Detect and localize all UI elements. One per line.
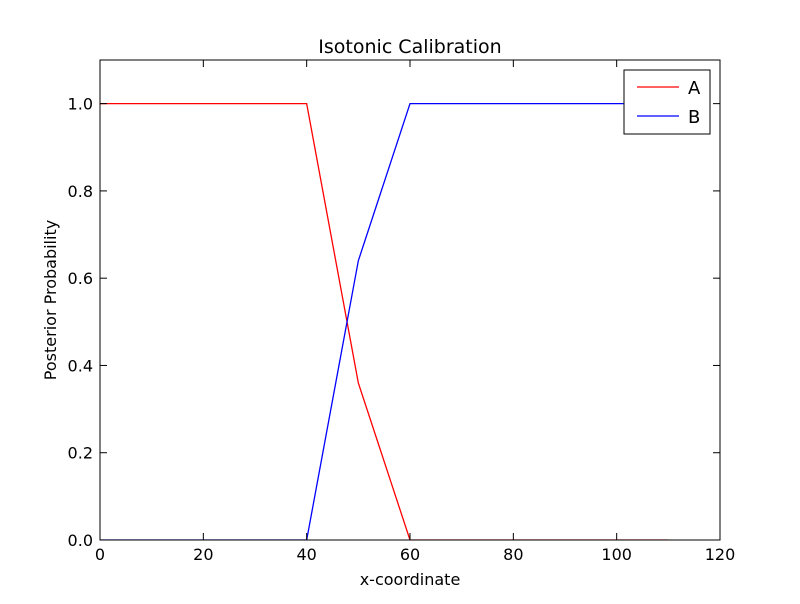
y-tick-label: 0.2	[68, 444, 93, 463]
x-tick-label: 60	[400, 545, 420, 564]
x-tick-label: 80	[503, 545, 523, 564]
y-tick-label: 0.6	[68, 269, 93, 288]
legend-label-a: A	[688, 78, 701, 99]
x-tick-label: 120	[705, 545, 736, 564]
series-line-b	[100, 102, 669, 540]
series-line-a	[100, 102, 669, 540]
x-tick-label: 0	[95, 545, 105, 564]
x-tick-label: 40	[296, 545, 316, 564]
y-axis-label: Posterior Probability	[41, 220, 60, 380]
legend: AB	[623, 69, 711, 135]
x-tick-label: 20	[193, 545, 213, 564]
y-tick-label: 0.0	[68, 531, 93, 550]
x-axis-label: x-coordinate	[360, 570, 461, 589]
legend-label-b: B	[688, 107, 700, 128]
y-tick-label: 0.8	[68, 182, 93, 201]
y-tick-label: 1.0	[68, 95, 93, 114]
x-tick-label: 100	[601, 545, 632, 564]
chart-title: Isotonic Calibration	[318, 36, 501, 58]
legend-box	[623, 69, 711, 135]
y-tick-label: 0.4	[68, 356, 93, 375]
